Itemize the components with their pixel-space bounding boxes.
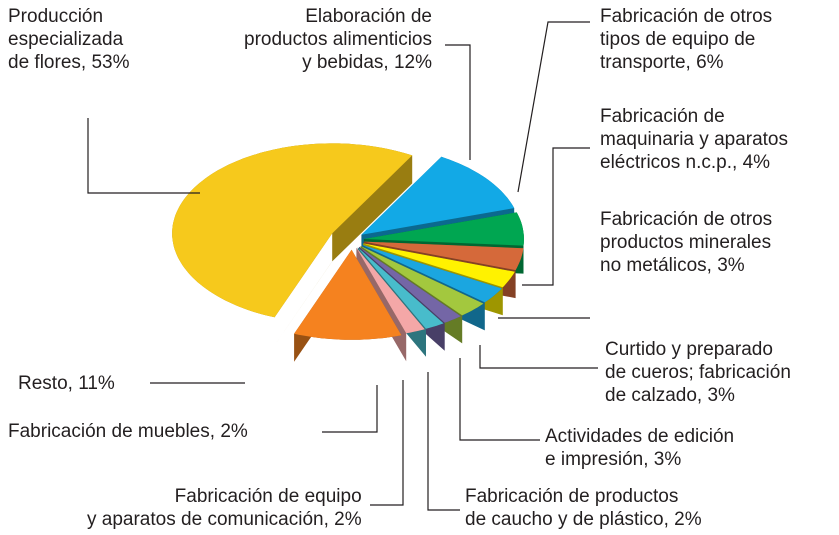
pie-slice (363, 212, 524, 246)
value-label: 11% (78, 373, 115, 394)
value-label: 12% (393, 52, 432, 73)
value-label: 53% (91, 52, 130, 73)
leader-line (517, 21, 590, 193)
leader-line (322, 385, 378, 433)
value-label: 3% (707, 385, 735, 406)
leader-line (370, 380, 404, 506)
leader-line (479, 345, 598, 369)
pie-slice (361, 244, 502, 303)
slice-label: Producción especializada de flores, 53% (8, 5, 129, 74)
value-label: 3% (717, 255, 745, 276)
slice-label: Actividades de edición e impresión, 3% (545, 425, 734, 471)
category-label: Fabricación de otros tipos de equipo de … (600, 6, 773, 73)
leader-line (427, 372, 460, 511)
leader-line (522, 147, 590, 286)
category-label: Fabricación de muebles, (8, 421, 216, 442)
slice-label: Fabricación de maquinaria y aparatos elé… (600, 105, 788, 174)
pie-slice (363, 241, 524, 271)
value-label: 3% (653, 449, 682, 470)
leader-lines (87, 21, 598, 511)
pie-slice (360, 246, 484, 316)
category-label: Resto, (18, 373, 73, 394)
leader-line (87, 118, 200, 194)
value-label: 2% (220, 421, 248, 442)
value-label: 6% (696, 52, 724, 73)
slice-label: Elaboración de productos alimenticios y … (244, 5, 432, 74)
pie-slice (172, 143, 413, 318)
slice-label: Fabricación de productos de caucho y de … (465, 485, 702, 531)
pie-tops (172, 143, 524, 340)
pie-slice (363, 243, 515, 288)
slice-label: Fabricación de otros tipos de equipo de … (600, 5, 772, 74)
category-label: Elaboración de productos alimenticios y … (244, 6, 432, 73)
category-label: Fabricación de equipo y aparatos de comu… (87, 486, 362, 530)
value-label: 4% (742, 152, 771, 173)
slice-label: Fabricación de otros productos minerales… (600, 208, 772, 277)
pie-slice (359, 246, 461, 323)
category-label: Fabricación de productos de caucho y de … (465, 486, 679, 530)
category-label: Producción especializada de flores, (8, 6, 124, 73)
category-label: Fabricación de otros productos minerales… (600, 209, 773, 276)
slice-label: Resto, 11% (18, 372, 115, 395)
leader-line (459, 358, 540, 441)
slice-label: Fabricación de muebles, 2% (8, 420, 248, 443)
value-label: 2% (334, 509, 362, 530)
pie-slice (361, 156, 515, 235)
pie-slice (294, 249, 402, 340)
category-label: Fabricación de maquinaria y aparatos elé… (600, 106, 789, 173)
category-label: Actividades de edición e impresión, (545, 426, 735, 470)
slice-label: Curtido y preparado de cueros; fabricaci… (605, 338, 791, 407)
slice-label: Fabricación de equipo y aparatos de comu… (87, 485, 362, 531)
leader-line (445, 44, 471, 160)
pie-slice (356, 247, 425, 334)
pie-slice (357, 247, 444, 329)
value-label: 2% (674, 509, 702, 530)
category-label: Curtido y preparado de cueros; fabricaci… (605, 339, 791, 406)
